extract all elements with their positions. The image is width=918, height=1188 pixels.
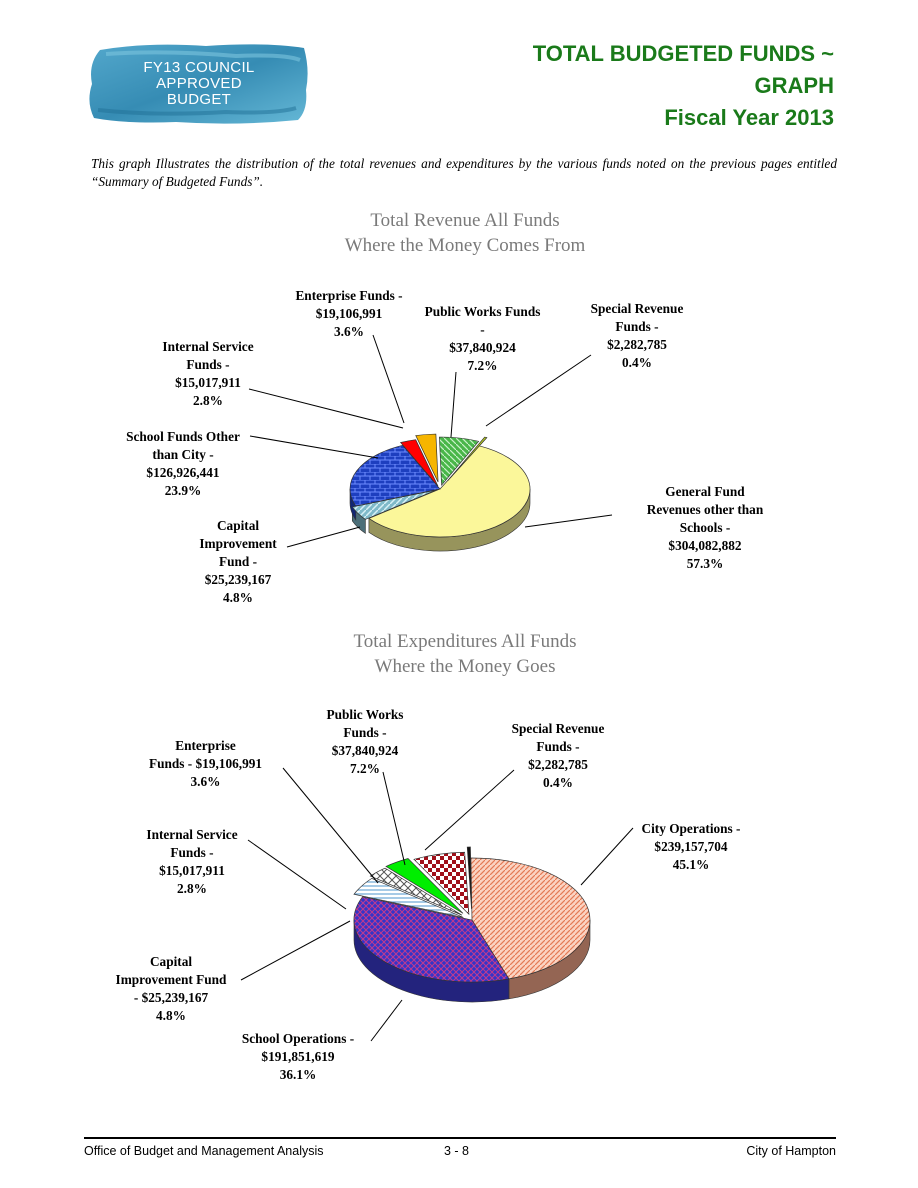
leader-line bbox=[372, 334, 405, 424]
expenditure-label-special-revenue: Special Revenue Funds - $2,282,785 0.4% bbox=[511, 721, 605, 790]
pie-slice bbox=[447, 436, 488, 482]
expenditure-label-public-works: Public Works Funds - $37,840,924 7.2% bbox=[326, 707, 404, 776]
pie-slice bbox=[353, 896, 510, 983]
leader-line bbox=[580, 827, 634, 886]
pie-slice bbox=[385, 858, 464, 914]
logo-line: APPROVED bbox=[156, 75, 242, 92]
expenditure-chart-title: Total Expenditures All Funds Where the M… bbox=[200, 629, 730, 679]
pie-slice bbox=[415, 433, 439, 483]
pie-slice bbox=[351, 489, 437, 520]
chart-subtitle-line: Where the Money Goes bbox=[374, 656, 556, 677]
leader-line bbox=[370, 999, 403, 1042]
leader-line bbox=[248, 388, 404, 429]
footer-office: Office of Budget and Management Analysis bbox=[84, 1144, 324, 1158]
pie-slice bbox=[353, 877, 464, 918]
budget-logo: FY13 COUNCIL APPROVED BUDGET bbox=[86, 40, 312, 126]
expenditure-label-internal-service: Internal Service Funds - $15,017,911 2.8% bbox=[146, 827, 238, 896]
leader-line bbox=[424, 769, 515, 851]
revenue-chart-title: Total Revenue All Funds Where the Money … bbox=[200, 208, 730, 258]
footer-rule bbox=[84, 1137, 836, 1139]
expenditure-pie bbox=[353, 846, 591, 1003]
expenditure-label-city-operations: City Operations - $239,157,704 45.1% bbox=[641, 821, 741, 872]
leader-line bbox=[240, 920, 351, 981]
pie-slice bbox=[470, 857, 591, 980]
leader-lines bbox=[240, 334, 634, 1042]
title-line: TOTAL BUDGETED FUNDS ~ bbox=[532, 41, 834, 66]
page-title: TOTAL BUDGETED FUNDS ~ GRAPH Fiscal Year… bbox=[414, 38, 834, 134]
watercolor-brush-icon bbox=[89, 44, 308, 124]
leader-line bbox=[286, 526, 361, 548]
pie-slice bbox=[368, 445, 531, 538]
revenue-pie bbox=[349, 433, 531, 552]
pie-slice bbox=[349, 444, 441, 507]
revenue-label-special-revenue: Special Revenue Funds - $2,282,785 0.4% bbox=[590, 301, 684, 370]
intro-paragraph: This graph Illustrates the distribution … bbox=[91, 156, 837, 189]
revenue-label-general-fund: General Fund Revenues other than Schools -… bbox=[646, 484, 764, 571]
revenue-label-internal-service: Internal Service Funds - $15,017,911 2.8% bbox=[162, 339, 254, 408]
leader-line bbox=[450, 371, 457, 438]
expenditure-label-enterprise: Enterprise Funds - $19,106,991 3.6% bbox=[148, 738, 263, 789]
footer-page-number: 3 - 8 bbox=[444, 1144, 470, 1158]
revenue-label-public-works: Public Works Funds - $37,840,924 7.2% bbox=[424, 304, 541, 373]
revenue-label-school-funds: School Funds Other than City - $126,926,44… bbox=[126, 429, 240, 498]
logo-line: BUDGET bbox=[166, 91, 232, 108]
chart-title-line: Total Revenue All Funds bbox=[370, 210, 560, 231]
revenue-label-capital: Capital Improvement Fund - $25,239,167 4.8% bbox=[199, 518, 277, 605]
pie-slice bbox=[413, 851, 470, 916]
leader-line bbox=[524, 514, 613, 528]
leader-line bbox=[249, 435, 379, 459]
pie-slice bbox=[439, 436, 480, 486]
pie-slice bbox=[369, 867, 463, 916]
pie-slice bbox=[399, 439, 439, 487]
title-line: GRAPH bbox=[754, 73, 834, 98]
expenditure-label-school-operations: School Operations - $191,851,619 36.1% bbox=[241, 1031, 355, 1082]
leader-line bbox=[282, 767, 379, 884]
expenditure-label-capital: Capital Improvement Fund - $25,239,167 4.8% bbox=[115, 954, 227, 1023]
logo-text: FY13 COUNCIL APPROVED BUDGET bbox=[86, 60, 312, 108]
chart-title-line: Total Expenditures All Funds bbox=[353, 631, 577, 652]
leader-line bbox=[382, 771, 406, 866]
revenue-label-enterprise: Enterprise Funds - $19,106,991 3.6% bbox=[295, 288, 403, 339]
logo-line: FY13 COUNCIL bbox=[143, 59, 255, 76]
leader-line bbox=[247, 839, 347, 910]
footer-city: City of Hampton bbox=[746, 1144, 836, 1158]
leader-line bbox=[485, 354, 592, 427]
title-line: Fiscal Year 2013 bbox=[664, 105, 834, 130]
pie-slice bbox=[466, 846, 472, 910]
chart-subtitle-line: Where the Money Comes From bbox=[344, 235, 586, 256]
